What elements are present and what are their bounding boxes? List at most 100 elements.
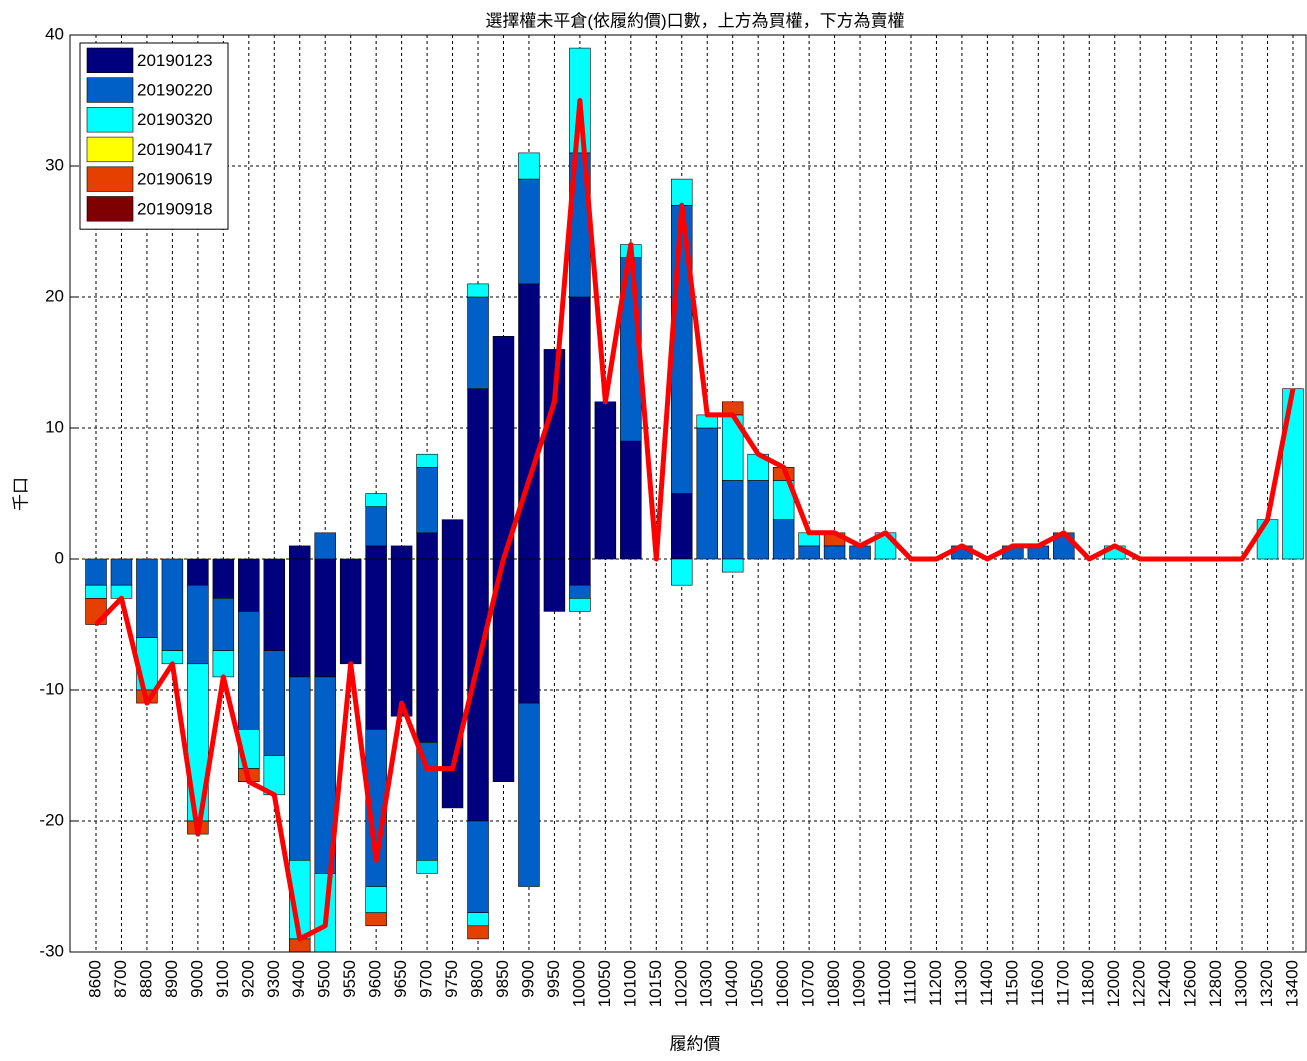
legend-swatch: [86, 47, 134, 74]
x-tick-label: 9900: [518, 960, 537, 998]
x-tick-label: 9600: [366, 960, 385, 998]
bar-segment: [569, 584, 591, 599]
x-tick-label: 11300: [951, 960, 970, 1006]
bar-segment: [339, 558, 362, 665]
bar-segment: [569, 558, 591, 586]
bar-segment: [467, 388, 489, 560]
x-tick-label: 10200: [671, 960, 690, 1007]
bar-segment: [289, 545, 311, 560]
x-tick-label: 10400: [722, 960, 741, 1007]
net-line: [94, 98, 1296, 942]
legend-label: 20190918: [137, 199, 213, 218]
x-tick-label: 9550: [340, 960, 359, 998]
x-tick-label: 9650: [391, 960, 410, 998]
bar-segment: [187, 558, 209, 586]
x-tick-label: 8900: [162, 960, 181, 998]
bar-segment: [390, 545, 413, 560]
legend-label: 20190619: [137, 170, 213, 189]
bar-segment: [518, 152, 540, 180]
bar-segment: [467, 820, 489, 913]
bar-segment: [161, 558, 184, 651]
x-tick-label: 9000: [187, 960, 206, 998]
x-tick-label: 9400: [289, 960, 308, 998]
x-tick-label: 13200: [1257, 960, 1276, 1007]
x-tick-label: 12200: [1130, 960, 1149, 1007]
y-tick-label: -30: [39, 941, 64, 960]
legend-label: 20190123: [137, 51, 213, 70]
bar-segment: [212, 650, 235, 678]
y-tick-label: 30: [45, 155, 64, 174]
x-tick-label: 12600: [1181, 960, 1200, 1007]
x-tick-label: 10050: [595, 960, 614, 1007]
bar-segment: [721, 558, 744, 573]
x-tick-label: 9700: [417, 960, 436, 998]
bar-segment: [747, 480, 769, 560]
bar-segment: [467, 283, 489, 298]
bar-segment: [314, 532, 336, 560]
x-tick-label: 10600: [773, 960, 792, 1007]
bar-segment: [416, 532, 438, 560]
bar-segment: [365, 493, 387, 507]
x-tick-label: 11500: [1002, 960, 1021, 1006]
x-tick-label: 8700: [111, 960, 130, 998]
x-tick-label: 10300: [697, 960, 716, 1007]
bar-segment: [569, 296, 591, 560]
x-tick-label: 9500: [315, 960, 334, 998]
x-tick-label: 9200: [238, 960, 257, 998]
bar-segment: [110, 558, 133, 586]
bar-segment: [467, 296, 489, 389]
bar-segment: [492, 335, 515, 560]
bar-segment: [212, 558, 235, 599]
bar-segment: [289, 676, 311, 861]
plot-frame: [69, 34, 1307, 953]
y-axis-label: 千口: [11, 477, 30, 511]
y-tick-label: -10: [39, 679, 64, 698]
y-tick-label: 40: [45, 24, 64, 43]
x-tick-label: 8800: [136, 960, 155, 998]
legend-swatch: [86, 107, 134, 133]
bar-segment: [416, 742, 438, 861]
y-tick-label: 0: [55, 548, 64, 567]
legend-swatch: [86, 166, 134, 192]
bar-segment: [518, 702, 540, 887]
x-tick-label: 10500: [748, 960, 767, 1007]
x-tick-label: 9300: [264, 960, 283, 998]
bar-segment: [772, 519, 795, 560]
legend-swatch: [86, 136, 134, 163]
bar-segment: [416, 859, 438, 874]
bar-segment: [467, 912, 489, 927]
legend-label: 20190320: [137, 110, 213, 129]
legend-swatch: [86, 196, 134, 222]
bar-segment: [365, 506, 387, 547]
bar-segment: [85, 584, 107, 599]
y-tick-label: -20: [39, 810, 64, 829]
x-tick-label: 12400: [1155, 960, 1174, 1007]
bar-segment: [365, 912, 387, 927]
x-tick-label: 11400: [977, 960, 996, 1006]
x-tick-label: 10700: [799, 960, 818, 1007]
x-tick-label: 11000: [875, 960, 894, 1006]
bar-segment: [798, 545, 820, 560]
legend-label: 20190220: [137, 81, 213, 100]
bar-segment: [671, 178, 693, 206]
bar-segment: [263, 558, 286, 651]
bar-segment: [1256, 519, 1279, 560]
bar-segment: [721, 480, 744, 560]
y-tick-label: 10: [45, 417, 64, 436]
bar-segment: [518, 178, 540, 285]
bar-segment: [569, 597, 591, 612]
x-tick-label: 13000: [1232, 960, 1251, 1007]
x-tick-label: 8600: [85, 960, 104, 998]
bar-segment: [696, 427, 718, 560]
bar-segment: [85, 558, 107, 586]
bar-segment: [518, 283, 540, 560]
x-tick-label: 11200: [926, 960, 945, 1006]
x-tick-label: 12000: [1104, 960, 1123, 1007]
bar-segment: [671, 558, 693, 586]
bar-segment: [365, 558, 387, 730]
y-tick-label: 20: [45, 286, 64, 305]
x-tick-label: 10900: [850, 960, 869, 1007]
bar-segment: [518, 558, 540, 704]
bar-segment: [289, 558, 311, 678]
x-tick-label: 9850: [493, 960, 512, 998]
